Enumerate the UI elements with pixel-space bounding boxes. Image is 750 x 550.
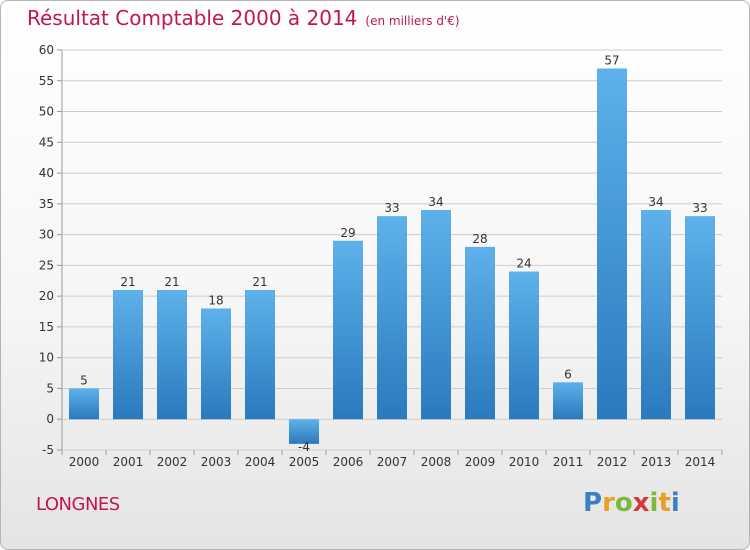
x-axis: 2000 2001 2002 2003 2004 2005 2006 2007 2008 2009… [61,450,723,469]
data-label-2005: -4 [298,440,310,454]
bar-2009 [465,246,495,420]
data-label-2007: 33 [384,201,399,215]
bar-2006 [333,240,363,420]
data-label-2012: 57 [604,53,619,67]
x-tick-label: 2014 [685,455,716,469]
x-tick-label: 2013 [641,455,672,469]
data-label-2003: 18 [208,293,223,307]
proxiti-logo: Proxiti [583,488,680,518]
bar-2010 [509,271,539,420]
x-tick-label: 2005 [289,455,320,469]
x-tick-label: 2012 [597,455,628,469]
data-label-2011: 6 [564,367,572,381]
y-tick-label: 20 [39,289,54,303]
x-tick-label: 2002 [157,455,188,469]
data-label-2014: 33 [692,201,707,215]
chart-title: Résultat Comptable 2000 à 2014 (en millie… [27,6,460,30]
y-tick-label: -5 [42,443,54,457]
bar-2012 [597,68,627,420]
chart-subtitle: (en milliers d'€) [365,14,460,28]
bar-2007 [377,216,407,420]
y-tick-label: 45 [39,135,54,149]
data-labels: 5 21 21 18 21 -4 29 33 34 28 24 6 57 34 33 [80,53,707,454]
data-label-2009: 28 [472,232,487,246]
y-tick-label: 15 [39,320,54,334]
bar-2004 [245,290,275,420]
bar-2013 [641,210,671,420]
bar-2000 [69,388,99,420]
x-tick-label: 2000 [69,455,100,469]
y-tick-label: 60 [39,43,54,57]
y-tick-label: 50 [39,105,54,119]
y-tick-label: 0 [46,412,54,426]
data-label-2013: 34 [648,195,663,209]
data-label-2006: 29 [340,226,355,240]
y-tick-label: 5 [46,381,54,395]
data-label-2000: 5 [80,373,88,387]
chart-title-text: Résultat Comptable 2000 à 2014 [27,6,358,30]
bar-2014 [685,216,715,420]
x-tick-label: 2008 [421,455,452,469]
bar-2002 [157,290,187,420]
x-tick-label: 2009 [465,455,496,469]
x-tick-label: 2001 [113,455,144,469]
bar-2011 [553,382,583,420]
bar-2003 [201,308,231,420]
data-label-2008: 34 [428,195,443,209]
y-tick-label: 40 [39,166,54,180]
x-tick-label: 2011 [553,455,584,469]
bar-2005 [289,419,319,444]
y-tick-label: 55 [39,74,54,88]
y-axis: -5 0 5 10 15 20 25 30 35 40 45 50 55 60 [39,43,62,457]
bars [69,68,715,444]
place-name: LONGNES [36,494,120,515]
bar-2001 [113,290,143,420]
data-label-2001: 21 [120,275,135,289]
bar-2008 [421,210,451,420]
x-tick-label: 2004 [245,455,276,469]
data-label-2010: 24 [516,257,531,271]
data-label-2004: 21 [252,275,267,289]
y-tick-label: 25 [39,258,54,272]
x-tick-label: 2006 [333,455,364,469]
y-tick-label: 30 [39,228,54,242]
y-tick-label: 10 [39,351,54,365]
x-tick-label: 2003 [201,455,232,469]
x-tick-label: 2007 [377,455,408,469]
y-tick-label: 35 [39,197,54,211]
data-label-2002: 21 [164,275,179,289]
x-tick-label: 2010 [509,455,540,469]
